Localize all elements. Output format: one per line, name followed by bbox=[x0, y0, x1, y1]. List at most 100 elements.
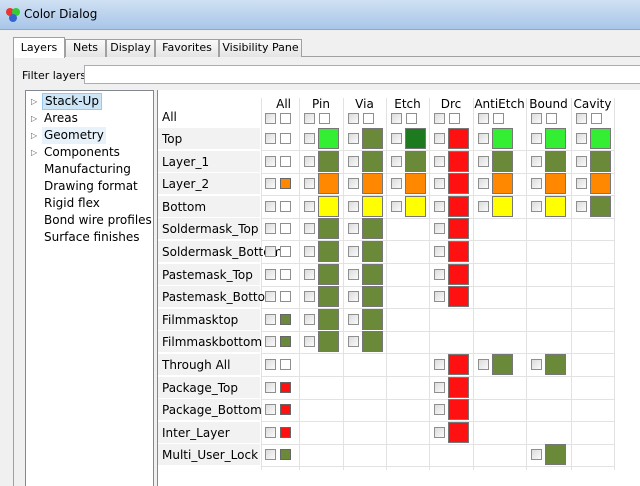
via-gray-checkbox[interactable] bbox=[348, 113, 359, 124]
layer-all-color-swatch[interactable] bbox=[280, 427, 291, 438]
bound-visible-checkbox[interactable] bbox=[531, 178, 542, 189]
pin-color-swatch[interactable] bbox=[318, 128, 339, 149]
pin-visible-checkbox[interactable] bbox=[304, 223, 315, 234]
expand-arrow-icon[interactable]: ▷ bbox=[31, 148, 38, 157]
etch-visible-checkbox[interactable] bbox=[391, 133, 402, 144]
pin-color-swatch[interactable] bbox=[318, 173, 339, 194]
bound-color-swatch[interactable] bbox=[545, 128, 566, 149]
drc-color-swatch[interactable] bbox=[448, 151, 469, 172]
tree-item-manufacturing[interactable]: Manufacturing bbox=[26, 161, 153, 178]
etch-visible-checkbox[interactable] bbox=[391, 178, 402, 189]
layer-all-color-swatch[interactable] bbox=[280, 382, 291, 393]
etch-visible-checkbox[interactable] bbox=[391, 156, 402, 167]
drc-color-swatch[interactable] bbox=[448, 173, 469, 194]
drc-color-swatch[interactable] bbox=[448, 354, 469, 375]
cavity-color-swatch[interactable] bbox=[590, 196, 611, 217]
pin-visible-checkbox[interactable] bbox=[304, 269, 315, 280]
tree-item-components[interactable]: ▷ Components bbox=[26, 144, 153, 161]
bound-color-swatch[interactable] bbox=[545, 151, 566, 172]
layer-all-color-swatch[interactable] bbox=[280, 314, 291, 325]
layer-all-color-swatch[interactable] bbox=[280, 178, 291, 189]
drc-visible-checkbox[interactable] bbox=[434, 359, 445, 370]
bound-visible-checkbox[interactable] bbox=[531, 133, 542, 144]
via-visible-checkbox[interactable] bbox=[348, 269, 359, 280]
via-visible-checkbox[interactable] bbox=[348, 223, 359, 234]
cavity-color-swatch[interactable] bbox=[590, 151, 611, 172]
layer-all-color-swatch[interactable] bbox=[280, 404, 291, 415]
via-color-swatch[interactable] bbox=[362, 218, 383, 239]
pin-color-swatch[interactable] bbox=[318, 264, 339, 285]
layer-visible-checkbox[interactable] bbox=[265, 359, 276, 370]
drc-color-swatch[interactable] bbox=[448, 264, 469, 285]
via-color-swatch[interactable] bbox=[362, 286, 383, 307]
drc-color-swatch[interactable] bbox=[448, 286, 469, 307]
bound-visible-checkbox[interactable] bbox=[531, 201, 542, 212]
via-visible-checkbox[interactable] bbox=[348, 291, 359, 302]
pin-color-swatch[interactable] bbox=[318, 151, 339, 172]
tree-item-surface-finishes[interactable]: Surface finishes bbox=[26, 229, 153, 246]
layer-visible-checkbox[interactable] bbox=[265, 178, 276, 189]
drc-white-checkbox[interactable] bbox=[449, 113, 460, 124]
pin-color-swatch[interactable] bbox=[318, 286, 339, 307]
expand-arrow-icon[interactable]: ▷ bbox=[31, 114, 38, 123]
bound-gray-checkbox[interactable] bbox=[531, 113, 542, 124]
drc-visible-checkbox[interactable] bbox=[434, 156, 445, 167]
via-color-swatch[interactable] bbox=[362, 128, 383, 149]
layer-visible-checkbox[interactable] bbox=[265, 223, 276, 234]
drc-color-swatch[interactable] bbox=[448, 377, 469, 398]
via-color-swatch[interactable] bbox=[362, 264, 383, 285]
drc-visible-checkbox[interactable] bbox=[434, 404, 445, 415]
etch-color-swatch[interactable] bbox=[405, 173, 426, 194]
drc-color-swatch[interactable] bbox=[448, 241, 469, 262]
category-tree[interactable]: ▷ Stack-Up ▷ Areas ▷ Geometry ▷ Components Manuf… bbox=[25, 90, 154, 486]
layer-visible-checkbox[interactable] bbox=[265, 404, 276, 415]
drc-color-swatch[interactable] bbox=[448, 422, 469, 443]
bound-white-checkbox[interactable] bbox=[546, 113, 557, 124]
etch-gray-checkbox[interactable] bbox=[391, 113, 402, 124]
pin-visible-checkbox[interactable] bbox=[304, 314, 315, 325]
bound-color-swatch[interactable] bbox=[545, 444, 566, 465]
drc-visible-checkbox[interactable] bbox=[434, 382, 445, 393]
layer-visible-checkbox[interactable] bbox=[265, 291, 276, 302]
antietch-color-swatch[interactable] bbox=[492, 128, 513, 149]
all-white-checkbox[interactable] bbox=[280, 113, 291, 124]
tree-item-geometry[interactable]: ▷ Geometry bbox=[26, 127, 153, 144]
etch-color-swatch[interactable] bbox=[405, 196, 426, 217]
pin-visible-checkbox[interactable] bbox=[304, 291, 315, 302]
etch-visible-checkbox[interactable] bbox=[391, 201, 402, 212]
via-visible-checkbox[interactable] bbox=[348, 314, 359, 325]
cavity-color-swatch[interactable] bbox=[590, 173, 611, 194]
via-visible-checkbox[interactable] bbox=[348, 133, 359, 144]
via-visible-checkbox[interactable] bbox=[348, 156, 359, 167]
layer-visible-checkbox[interactable] bbox=[265, 427, 276, 438]
antietch-visible-checkbox[interactable] bbox=[478, 359, 489, 370]
pin-visible-checkbox[interactable] bbox=[304, 156, 315, 167]
layer-all-white-swatch[interactable] bbox=[280, 156, 291, 167]
pin-visible-checkbox[interactable] bbox=[304, 246, 315, 257]
antietch-visible-checkbox[interactable] bbox=[478, 133, 489, 144]
etch-white-checkbox[interactable] bbox=[406, 113, 417, 124]
bound-visible-checkbox[interactable] bbox=[531, 359, 542, 370]
layer-visible-checkbox[interactable] bbox=[265, 336, 276, 347]
antietch-color-swatch[interactable] bbox=[492, 354, 513, 375]
via-color-swatch[interactable] bbox=[362, 151, 383, 172]
tree-item-rigid-flex[interactable]: Rigid flex bbox=[26, 195, 153, 212]
tab-favorites[interactable]: Favorites bbox=[155, 39, 219, 57]
antietch-color-swatch[interactable] bbox=[492, 151, 513, 172]
layer-all-color-swatch[interactable] bbox=[280, 336, 291, 347]
via-color-swatch[interactable] bbox=[362, 309, 383, 330]
antietch-gray-checkbox[interactable] bbox=[478, 113, 489, 124]
via-color-swatch[interactable] bbox=[362, 331, 383, 352]
drc-visible-checkbox[interactable] bbox=[434, 178, 445, 189]
layer-visible-checkbox[interactable] bbox=[265, 246, 276, 257]
tab-layers[interactable]: Layers bbox=[13, 37, 65, 58]
filter-input[interactable] bbox=[84, 65, 640, 84]
pin-visible-checkbox[interactable] bbox=[304, 178, 315, 189]
drc-visible-checkbox[interactable] bbox=[434, 269, 445, 280]
etch-color-swatch[interactable] bbox=[405, 151, 426, 172]
drc-color-swatch[interactable] bbox=[448, 128, 469, 149]
antietch-white-checkbox[interactable] bbox=[493, 113, 504, 124]
layer-all-white-swatch[interactable] bbox=[280, 133, 291, 144]
bound-color-swatch[interactable] bbox=[545, 173, 566, 194]
drc-visible-checkbox[interactable] bbox=[434, 427, 445, 438]
